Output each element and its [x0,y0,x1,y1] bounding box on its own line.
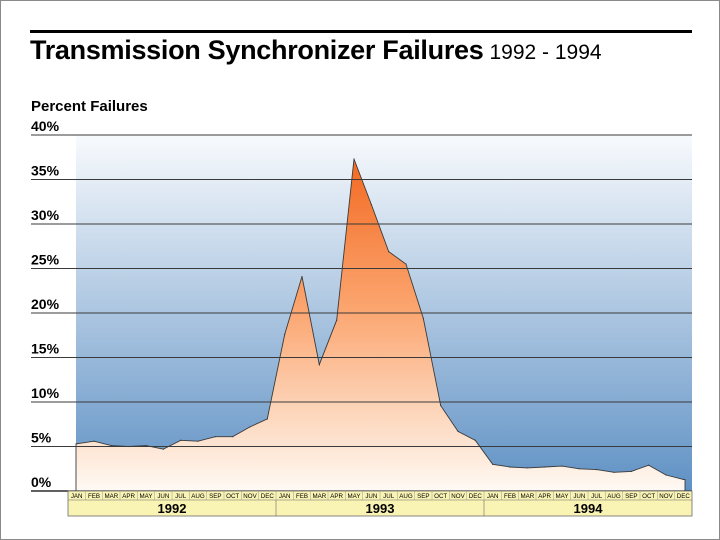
year-label: 1992 [158,501,187,516]
data-point [440,404,442,407]
data-point [388,250,390,253]
data-point [214,436,216,438]
data-point [630,470,632,473]
x-tick-label: OCT [434,493,447,500]
data-point [180,439,182,441]
x-tick-label: MAY [140,493,153,500]
x-tick-label: FEB [504,493,516,500]
x-tick-label: JUN [573,493,585,500]
data-point [474,439,476,441]
x-tick-label: JAN [487,493,499,500]
data-point [232,436,234,438]
data-point [266,418,268,420]
x-tick-label: SEP [625,493,637,500]
x-tick-label: JUN [157,493,169,500]
data-point [197,440,199,442]
year-label: 1994 [574,501,604,516]
x-tick-label: APR [538,493,551,500]
data-point [145,445,147,447]
y-tick-label: 5% [31,430,52,446]
x-tick-label: JUL [383,493,395,500]
data-point [318,364,320,366]
x-tick-label: AUG [399,493,413,500]
data-point [249,426,251,428]
data-point [509,466,511,468]
data-point [93,440,95,442]
data-point [353,158,355,160]
data-point [682,478,684,481]
data-point [561,465,563,467]
x-tick-label: SEP [209,493,221,500]
x-tick-label: OCT [226,493,239,500]
y-axis-label: Percent Failures [31,98,148,115]
data-point [76,443,78,445]
x-tick-label: MAR [104,493,118,500]
chart-title-main: Transmission Synchronizer Failures [30,35,484,65]
data-point [110,445,112,447]
x-tick-label: JUL [591,493,603,500]
data-point [284,333,286,335]
y-tick-label: 25% [31,252,60,268]
x-tick-label: MAR [520,493,534,500]
data-point [544,466,546,468]
y-tick-label: 15% [31,341,60,357]
y-tick-label: 20% [31,296,60,312]
x-tick-label: DEC [677,493,691,500]
chart-title: Transmission Synchronizer Failures 1992 -… [30,35,602,66]
data-point [457,430,459,432]
x-tick-label: APR [330,493,343,500]
data-point [370,203,372,206]
x-tick-label: FEB [296,493,308,500]
x-tick-label: APR [122,493,135,500]
x-tick-label: SEP [417,493,429,500]
chart-title-sub: 1992 - 1994 [489,41,602,64]
x-tick-label: FEB [88,493,100,500]
x-tick-label: JUL [175,493,187,500]
x-tick-label: NOV [659,493,673,500]
y-tick-label: 10% [31,385,60,401]
x-tick-label: AUG [191,493,205,500]
data-point [526,467,528,469]
x-tick-label: MAY [556,493,569,500]
x-tick-label: JAN [279,493,291,500]
y-tick-label: 40% [31,118,60,134]
x-tick-label: AUG [607,493,621,500]
data-point [336,319,338,321]
data-point [422,317,424,319]
y-tick-label: 30% [31,207,60,223]
data-point [162,448,164,450]
x-tick-label: NOV [451,493,465,500]
year-label: 1993 [366,501,395,516]
data-point [405,263,407,265]
x-tick-label: MAY [348,493,361,500]
data-point [492,463,494,465]
x-tick-label: DEC [261,493,275,500]
data-point [578,468,580,470]
data-point [665,474,667,476]
data-point [301,275,303,278]
title-rule [30,30,692,33]
data-point [596,469,598,471]
data-point [648,464,650,466]
x-tick-label: DEC [469,493,483,500]
data-point [613,471,615,473]
x-tick-label: OCT [642,493,655,500]
x-tick-label: JAN [71,493,83,500]
x-tick-label: JUN [365,493,377,500]
y-tick-label: 35% [31,163,60,179]
y-tick-label: 0% [31,474,52,490]
x-tick-label: MAR [312,493,326,500]
x-tick-label: NOV [243,493,257,500]
